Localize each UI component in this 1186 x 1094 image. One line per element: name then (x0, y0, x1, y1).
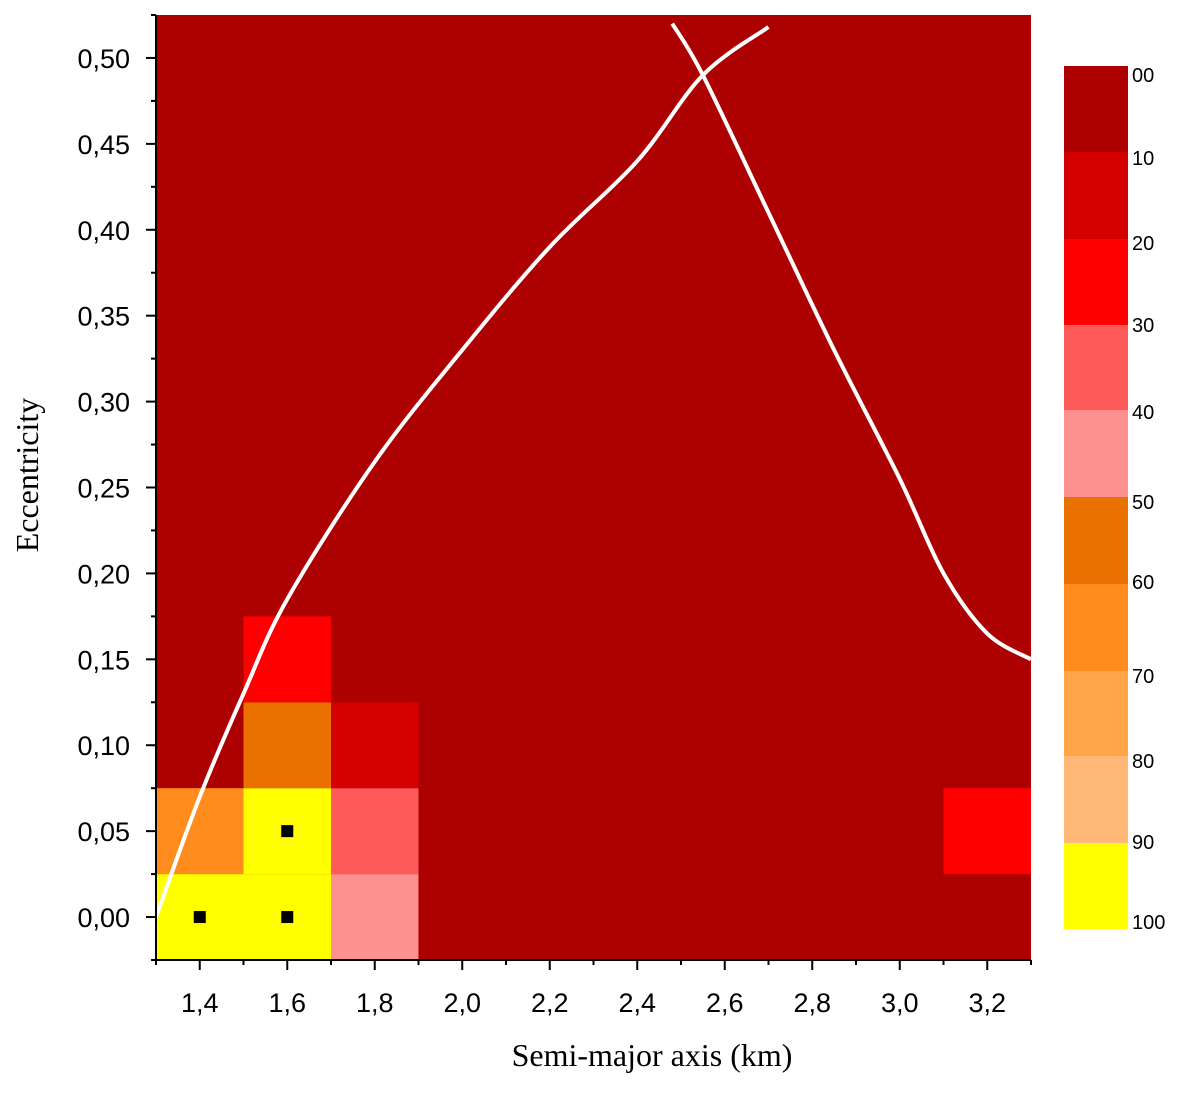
colorbar-swatch (1064, 152, 1128, 239)
colorbar-label: 80 (1132, 751, 1154, 773)
axes: 0,00 0,05 0,10 0,15 0,20 0,25 0,30 0,35 0,40 0,45… (77, 14, 1032, 1018)
colorbar-swatch (1064, 410, 1128, 497)
y-tick-label: 0,40 (77, 216, 130, 246)
colorbar-swatch (1064, 325, 1128, 410)
x-tick-label: 3,2 (968, 988, 1006, 1018)
heatmap-cell (156, 788, 244, 875)
colorbar-label: 20 (1132, 233, 1154, 255)
y-axis-title: Eccentricity (9, 398, 45, 553)
plot-area (156, 15, 1031, 960)
colorbar-label: 30 (1132, 315, 1154, 337)
x-tick-label: 1,4 (181, 988, 219, 1018)
colorbar: 00 10 20 30 40 50 60 70 80 90 100 (1064, 65, 1165, 934)
y-tick-label: 0,05 (77, 817, 130, 847)
heatmap-cell (243, 702, 331, 789)
colorbar-label: 00 (1132, 65, 1154, 87)
colorbar-label: 40 (1132, 402, 1154, 424)
x-tick-label: 3,0 (881, 988, 919, 1018)
y-tick-label: 0,20 (77, 559, 130, 589)
x-tick-label: 2,6 (706, 988, 744, 1018)
colorbar-swatch (1064, 66, 1128, 152)
colorbar-label: 70 (1132, 666, 1154, 688)
y-tick-label: 0,10 (77, 731, 130, 761)
heatmap-cell (331, 874, 419, 960)
colorbar-label: 90 (1132, 832, 1154, 854)
y-tick-label: 0,25 (77, 474, 130, 504)
point-marker (281, 825, 294, 838)
colorbar-swatch (1064, 239, 1128, 325)
heatmap-cell (943, 788, 1031, 875)
x-tick-label: 2,0 (443, 988, 481, 1018)
colorbar-swatch (1064, 671, 1128, 756)
point-marker (281, 911, 294, 924)
y-tick-label: 0,35 (77, 302, 130, 332)
colorbar-swatch (1064, 843, 1128, 929)
colorbar-label: 50 (1132, 492, 1154, 514)
colorbar-label: 10 (1132, 148, 1154, 170)
x-axis-title: Semi-major axis (km) (512, 1037, 793, 1073)
colorbar-swatch (1064, 756, 1128, 843)
heatmap-cell (331, 788, 419, 875)
heatmap-cell (331, 702, 419, 789)
x-tick-label: 2,2 (531, 988, 569, 1018)
x-tick-label: 2,8 (793, 988, 831, 1018)
x-tick-label: 1,8 (356, 988, 394, 1018)
x-tick-label: 1,6 (268, 988, 306, 1018)
x-tick-label: 2,4 (618, 988, 656, 1018)
colorbar-label: 100 (1132, 912, 1165, 934)
y-tick-label: 0,00 (77, 903, 130, 933)
boundary-curve (670, 22, 1031, 662)
point-marker (193, 911, 206, 924)
y-tick-label: 0,50 (77, 44, 130, 74)
boundary-curve (156, 25, 770, 918)
y-tick-label: 0,30 (77, 388, 130, 418)
colorbar-label: 60 (1132, 572, 1154, 594)
colorbar-swatch (1064, 497, 1128, 584)
colorbar-swatch (1064, 584, 1128, 671)
y-tick-label: 0,15 (77, 645, 130, 675)
y-tick-label: 0,45 (77, 130, 130, 160)
